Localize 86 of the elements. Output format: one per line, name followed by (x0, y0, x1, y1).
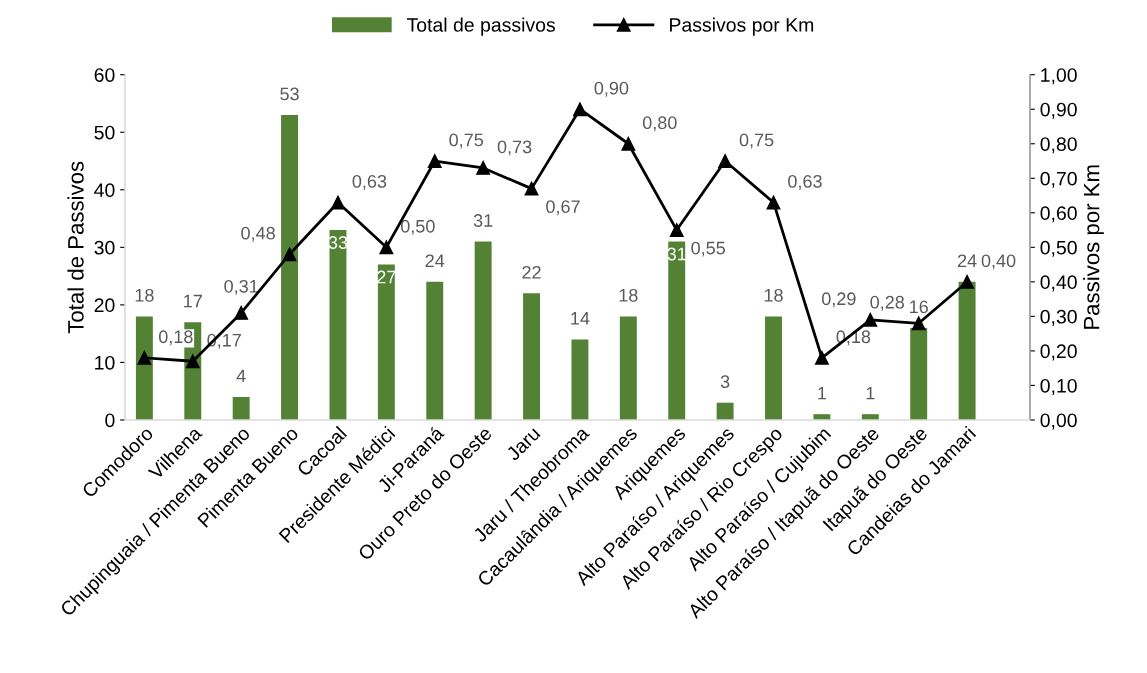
y2-tick-label: 0,30 (1040, 309, 1077, 326)
bar (281, 114, 299, 420)
data-label: 0,31 (224, 279, 258, 295)
data-label: 4 (236, 369, 246, 383)
data-label: 0,28 (870, 295, 905, 311)
data-label: 18 (135, 288, 154, 302)
bar (910, 327, 928, 420)
bar (135, 316, 153, 420)
data-label: 0,18 (158, 330, 193, 346)
point (572, 102, 587, 117)
y2-tick-label: 0,60 (1040, 206, 1077, 223)
bar (765, 316, 782, 420)
bar (668, 241, 686, 420)
data-label: 0,80 (642, 116, 677, 132)
y-tick-label: 40 (94, 183, 115, 198)
y2-tick-label: 1,00 (1041, 68, 1077, 85)
bar (571, 339, 589, 420)
data-label: 0,48 (241, 226, 275, 242)
data-label: 0,40 (981, 254, 1016, 270)
bar (329, 230, 347, 420)
bar (426, 281, 444, 420)
point (669, 223, 684, 238)
point (766, 195, 781, 210)
data-label: 1 (866, 386, 875, 400)
y-axis-title: Total de Passivos (67, 161, 84, 334)
y2-tick-label: 0,10 (1040, 378, 1077, 395)
data-label: 1 (818, 386, 827, 400)
y2-tick-label: 0,20 (1040, 344, 1077, 361)
y2-tick-label: 0,80 (1040, 137, 1077, 154)
data-label: 18 (619, 288, 638, 302)
y2-tick-label: 0,40 (1040, 275, 1077, 292)
point (185, 354, 200, 369)
data-label: 53 (280, 87, 299, 101)
bar (716, 402, 734, 420)
y-tick-label: 10 (95, 355, 115, 370)
bar (474, 241, 492, 420)
y2-tick-label: 0,90 (1040, 102, 1077, 119)
bar (232, 396, 250, 420)
point (960, 274, 975, 289)
data-label: 3 (720, 375, 730, 389)
point (379, 240, 394, 255)
point (331, 195, 345, 210)
data-label: 18 (764, 288, 783, 302)
point (476, 160, 491, 175)
point (427, 154, 442, 168)
data-label: 0,75 (449, 133, 484, 149)
data-label: 17 (184, 294, 202, 308)
y2-axis-title: Passivos por Km (1083, 165, 1104, 329)
point (282, 247, 297, 262)
y-tick-label: 50 (94, 125, 115, 140)
point (234, 305, 249, 320)
data-label: 31 (473, 214, 493, 227)
point (718, 154, 733, 168)
data-label: 24 (957, 254, 977, 267)
bar (958, 281, 976, 420)
data-label: 0,63 (788, 174, 822, 190)
y2-tick-label: 0,50 (1040, 240, 1077, 257)
y2-tick-label: 0,00 (1040, 413, 1077, 430)
point (137, 350, 152, 365)
data-label: 0,67 (546, 200, 580, 216)
point (863, 312, 878, 327)
data-label: 0,75 (739, 133, 774, 149)
y-tick-label: 20 (94, 298, 115, 313)
data-label: 14 (571, 312, 590, 325)
data-label: 0,90 (594, 81, 629, 97)
data-label: 22 (522, 265, 541, 279)
data-label: 24 (425, 254, 445, 267)
y-tick-label: 60 (94, 68, 115, 82)
bar (377, 264, 395, 420)
bar (619, 316, 637, 420)
data-label: 0,50 (400, 219, 435, 235)
point (524, 181, 539, 196)
legend-label: Total de passivos (406, 17, 555, 36)
point (911, 316, 926, 331)
data-label: 0,29 (821, 292, 856, 308)
bar (523, 293, 541, 420)
point (621, 136, 636, 151)
y-tick-label: 0 (105, 413, 115, 428)
y2-tick-label: 0,70 (1040, 171, 1077, 188)
y-tick-label: 30 (94, 240, 115, 255)
data-label: 0,55 (691, 241, 725, 257)
data-label: 0,63 (352, 174, 387, 190)
data-label: 16 (910, 300, 928, 314)
legend-label: Passivos por Km (670, 17, 814, 36)
point (814, 350, 829, 365)
data-label: 0,73 (497, 140, 532, 156)
